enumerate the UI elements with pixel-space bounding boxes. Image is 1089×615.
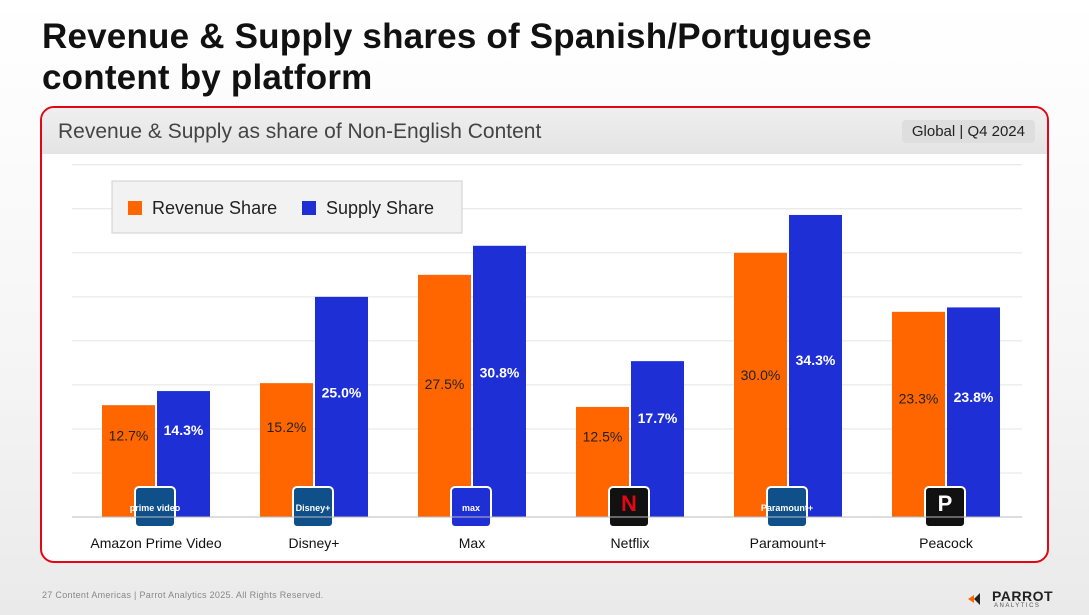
revenue-label-netflix: 12.5% <box>583 428 623 444</box>
brand-name: PARROT <box>992 588 1054 604</box>
supply-label-amazon-prime-video: 14.3% <box>164 422 204 438</box>
category-label-disney: Disney+ <box>289 535 340 551</box>
supply-legend-label: Supply Share <box>326 198 434 218</box>
revenue-legend-label: Revenue Share <box>152 198 277 218</box>
logo-text: prime video <box>130 503 181 513</box>
category-label-amazon-prime-video: Amazon Prime Video <box>90 535 221 551</box>
logo-text: Disney+ <box>296 503 331 513</box>
disney-logo-icon: Disney+ <box>292 486 334 528</box>
bar-group-peacock: 23.3% 23.8% Peacock P <box>892 307 1000 551</box>
amazon-prime-video-logo-icon: prime video <box>130 486 181 528</box>
max-logo-icon: max <box>450 486 492 528</box>
supply-label-paramount: 34.3% <box>796 352 836 368</box>
gridlines <box>72 164 1022 518</box>
logo-text: max <box>462 503 480 513</box>
supply-bar-disney <box>315 296 368 517</box>
supply-label-netflix: 17.7% <box>638 410 678 426</box>
parrot-analytics-logo: PARROT ANALYTICS <box>966 586 1056 612</box>
logo-text: P <box>938 491 953 516</box>
revenue-legend-swatch <box>128 201 142 215</box>
revenue-bar-paramount <box>734 252 787 517</box>
logo-text: Paramount+ <box>761 503 813 513</box>
bar-group-disney: 15.2% 25.0% Disney+ Disney+ <box>260 296 368 551</box>
legend-box <box>111 180 463 234</box>
revenue-label-peacock: 23.3% <box>899 391 939 407</box>
revenue-label-disney: 15.2% <box>267 419 307 435</box>
supply-legend-swatch <box>302 201 316 215</box>
category-label-peacock: Peacock <box>919 535 974 551</box>
revenue-bar-max <box>418 274 471 517</box>
supply-bar-max <box>473 245 526 517</box>
supply-label-max: 30.8% <box>480 364 520 380</box>
revenue-label-paramount: 30.0% <box>741 367 781 383</box>
supply-bar-paramount <box>789 214 842 517</box>
footer-text: 27 Content Americas | Parrot Analytics 2… <box>42 590 324 600</box>
supply-bar-peacock <box>947 307 1000 517</box>
revenue-label-amazon-prime-video: 12.7% <box>109 428 149 444</box>
card-header: Revenue & Supply as share of Non-English… <box>42 108 1047 154</box>
parrot-logo-icon <box>968 593 980 605</box>
chart-card: Revenue & Supply as share of Non-English… <box>40 106 1049 563</box>
scope-badge: Global | Q4 2024 <box>901 120 1035 143</box>
revenue-label-max: 27.5% <box>425 376 465 392</box>
category-label-netflix: Netflix <box>611 535 650 551</box>
bar-group-amazon-prime-video: 12.7% 14.3% Amazon Prime Video prime video <box>90 391 222 551</box>
bar-group-netflix: 12.5% 17.7% Netflix N <box>576 361 684 551</box>
brand-subtitle: ANALYTICS <box>994 603 1041 609</box>
page-title: Revenue & Supply shares of Spanish/Portu… <box>42 17 872 97</box>
revenue-bar-peacock <box>892 311 945 517</box>
supply-label-disney: 25.0% <box>322 385 362 401</box>
peacock-logo-icon: P <box>924 486 966 528</box>
paramount-logo-icon: Paramount+ <box>761 486 813 528</box>
bar-group-paramount: 30.0% 34.3% Paramount+ Paramount+ <box>734 214 842 551</box>
legend: Revenue Share Supply Share <box>111 180 463 234</box>
netflix-logo-icon: N <box>608 486 650 528</box>
bar-group-max: 27.5% 30.8% Max max <box>418 245 526 551</box>
category-label-max: Max <box>459 535 485 551</box>
logo-text: N <box>621 491 637 516</box>
supply-label-peacock: 23.8% <box>954 389 994 405</box>
card-title: Revenue & Supply as share of Non-English… <box>58 120 542 143</box>
category-label-paramount: Paramount+ <box>750 535 827 551</box>
